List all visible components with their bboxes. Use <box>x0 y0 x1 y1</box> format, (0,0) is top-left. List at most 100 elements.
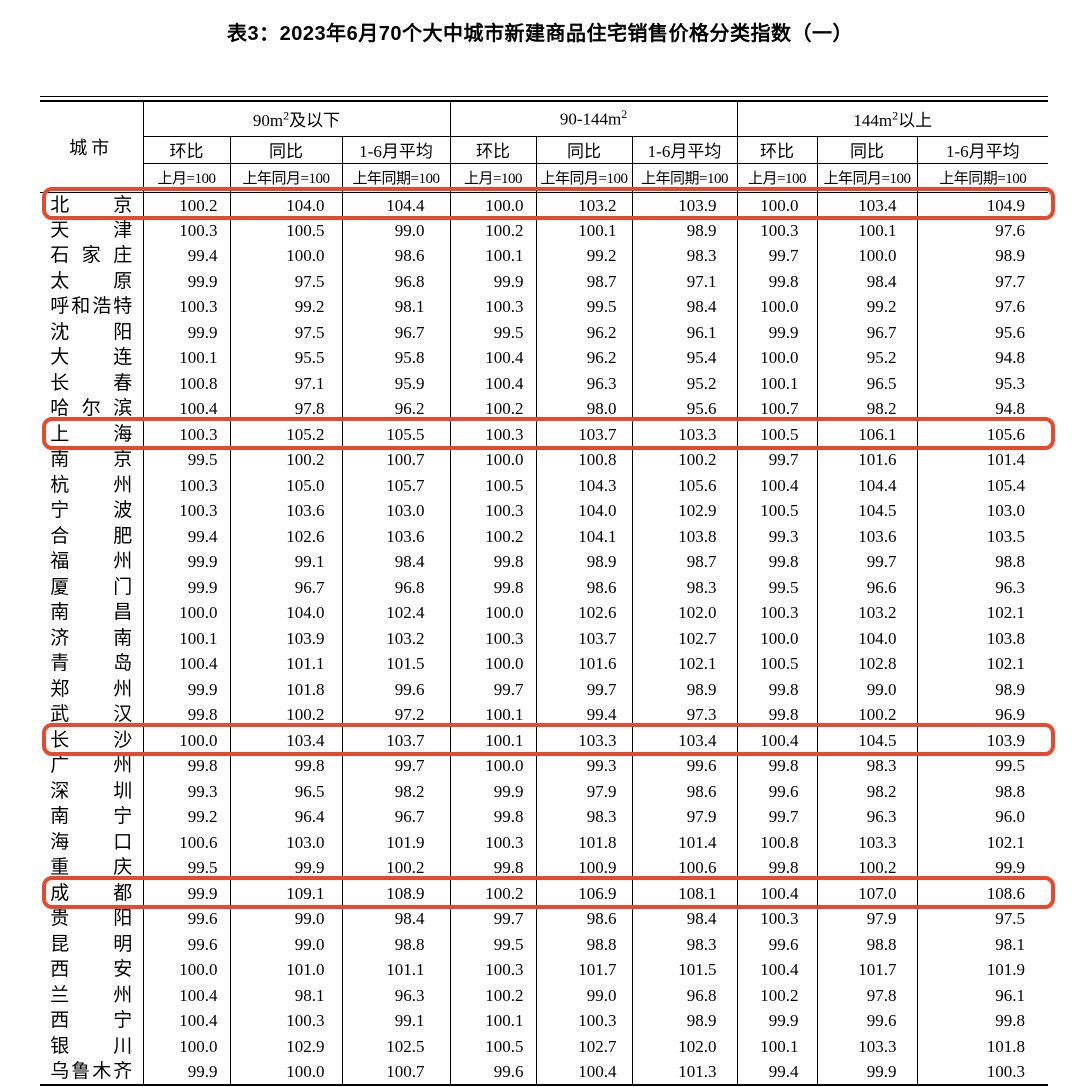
city-name: 郑州 <box>50 678 133 700</box>
value-cell: 99.9 <box>816 1059 918 1085</box>
value-cell: 100.1 <box>736 1033 818 1059</box>
table-row: 青岛 100.4 101.1 101.5 100.0 101.6 102.1 100.5 102… <box>40 651 1049 677</box>
city-name: 南昌 <box>50 602 133 624</box>
value-cell: 99.9 <box>142 549 230 575</box>
value-cell: 99.1 <box>341 1008 451 1034</box>
base-header-prev-month: 上月=100 <box>142 163 230 193</box>
column-header-mom: 环比 <box>142 136 230 164</box>
value-cell: 103.0 <box>341 498 451 524</box>
table-row: 福州 99.9 99.1 98.4 99.8 98.9 98.7 99.8 99.7 98.8 <box>40 549 1049 575</box>
value-cell: 99.9 <box>142 1059 230 1085</box>
metric-header-row: 环比 同比 1-6月平均 环比 同比 1-6月平均 环比 同比 1-6月平均 <box>40 136 1049 164</box>
value-cell: 97.2 <box>341 702 451 728</box>
value-cell: 100.4 <box>142 651 230 677</box>
value-cell: 99.9 <box>229 855 342 881</box>
table-row: 合肥 99.4 102.6 103.6 100.2 104.1 103.8 99.3 103.6… <box>40 523 1049 549</box>
value-cell: 102.8 <box>816 651 918 677</box>
city-name: 青岛 <box>50 653 133 675</box>
value-cell: 99.2 <box>535 243 633 269</box>
superscript: 2 <box>283 108 290 123</box>
city-cell: 贵阳 <box>40 906 143 932</box>
value-cell: 99.5 <box>449 931 537 957</box>
value-cell: 103.7 <box>535 421 633 447</box>
table-row: 海口 100.6 103.0 101.9 100.3 101.8 101.4 100.8 103… <box>40 829 1049 855</box>
value-cell: 103.3 <box>535 727 633 753</box>
value-cell: 99.5 <box>736 574 818 600</box>
city-cell: 哈尔滨 <box>40 396 143 422</box>
base-header-prev-month: 上月=100 <box>449 163 537 193</box>
value-cell: 99.9 <box>736 1008 818 1034</box>
value-cell: 98.6 <box>341 243 451 269</box>
value-cell: 101.8 <box>535 829 633 855</box>
value-cell: 104.5 <box>816 498 918 524</box>
city-name: 厦门 <box>50 576 133 598</box>
table-row: 沈阳 99.9 97.5 96.7 99.5 96.2 96.1 99.9 96.7 95.6 <box>40 319 1049 345</box>
city-cell: 杭州 <box>40 473 143 499</box>
value-cell: 98.1 <box>341 294 451 320</box>
city-name: 乌鲁木齐 <box>50 1060 133 1082</box>
column-header-yoy: 同比 <box>816 136 918 164</box>
value-cell: 101.8 <box>229 676 342 702</box>
value-cell: 98.3 <box>631 243 738 269</box>
city-name: 济南 <box>50 627 133 649</box>
city-cell: 宁波 <box>40 498 143 524</box>
city-cell: 天津 <box>40 218 143 244</box>
value-cell: 94.8 <box>916 345 1049 371</box>
value-cell: 101.1 <box>341 957 451 983</box>
value-cell: 98.8 <box>816 931 918 957</box>
value-cell: 96.7 <box>229 574 342 600</box>
value-cell: 100.2 <box>816 702 918 728</box>
table-top-rule <box>40 96 1048 97</box>
value-cell: 104.1 <box>535 523 633 549</box>
value-cell: 99.9 <box>736 319 818 345</box>
value-cell: 100.0 <box>142 957 230 983</box>
city-cell: 南京 <box>40 447 143 473</box>
value-cell: 99.8 <box>736 676 818 702</box>
table-row: 太原 99.9 97.5 96.8 99.9 98.7 97.1 99.8 98.4 97.7 <box>40 268 1049 294</box>
value-cell: 102.4 <box>341 600 451 626</box>
value-cell: 100.2 <box>816 855 918 881</box>
city-cell: 西宁 <box>40 1008 143 1034</box>
value-cell: 102.1 <box>916 829 1049 855</box>
value-cell: 101.7 <box>535 957 633 983</box>
value-cell: 108.1 <box>631 880 738 906</box>
table-row: 北京 100.2 104.0 104.4 100.0 103.2 103.9 100.0 103… <box>40 192 1049 218</box>
table-row: 银川 100.0 102.9 102.5 100.5 102.7 102.0 100.1 103… <box>40 1033 1049 1059</box>
value-cell: 99.8 <box>449 574 537 600</box>
value-cell: 104.3 <box>535 472 633 498</box>
value-cell: 100.2 <box>341 855 451 881</box>
value-cell: 99.0 <box>816 676 918 702</box>
value-cell: 100.8 <box>736 829 818 855</box>
value-cell: 98.2 <box>816 778 918 804</box>
value-cell: 101.5 <box>631 957 738 983</box>
city-cell: 济南 <box>40 626 143 652</box>
group-header-row: 城市 90m2及以下 90-144m2 144m2以上 <box>40 101 1049 193</box>
value-cell: 104.0 <box>816 625 918 651</box>
table-row: 长春 100.8 97.1 95.9 100.4 96.3 95.2 100.1 96.5 95.… <box>40 370 1049 397</box>
value-cell: 98.2 <box>341 778 451 804</box>
value-cell: 99.8 <box>142 753 230 779</box>
value-cell: 97.5 <box>916 906 1049 932</box>
city-cell: 石家庄 <box>40 243 143 269</box>
base-header-same-month: 上年同月=100 <box>816 163 918 193</box>
value-cell: 98.3 <box>535 804 633 830</box>
table-row: 南京 99.5 100.2 100.7 100.0 100.8 100.2 99.7 101.6… <box>40 447 1049 473</box>
value-cell: 96.9 <box>916 702 1049 728</box>
value-cell: 99.7 <box>736 243 818 269</box>
value-cell: 100.0 <box>736 345 818 371</box>
city-name: 福州 <box>50 551 133 573</box>
table-row: 深圳 99.3 96.5 98.2 99.9 97.9 98.6 99.6 98.2 98.8 <box>40 778 1049 804</box>
value-cell: 102.7 <box>535 1033 633 1059</box>
value-cell: 100.8 <box>535 447 633 473</box>
value-cell: 100.0 <box>736 625 818 651</box>
city-name: 长春 <box>50 372 133 394</box>
value-cell: 100.3 <box>449 625 537 651</box>
base-header-prev-month: 上月=100 <box>736 163 818 193</box>
group-label: 90-144m <box>559 110 622 130</box>
city-name: 重庆 <box>50 857 133 879</box>
value-cell: 101.7 <box>816 957 918 983</box>
city-cell: 长春 <box>40 371 143 397</box>
city-name: 杭州 <box>50 474 133 496</box>
value-cell: 95.8 <box>341 345 451 371</box>
price-index-table: 城市 90m2及以下 90-144m2 144m2以上 环比 同比 1-6月平均… <box>40 100 1049 1086</box>
